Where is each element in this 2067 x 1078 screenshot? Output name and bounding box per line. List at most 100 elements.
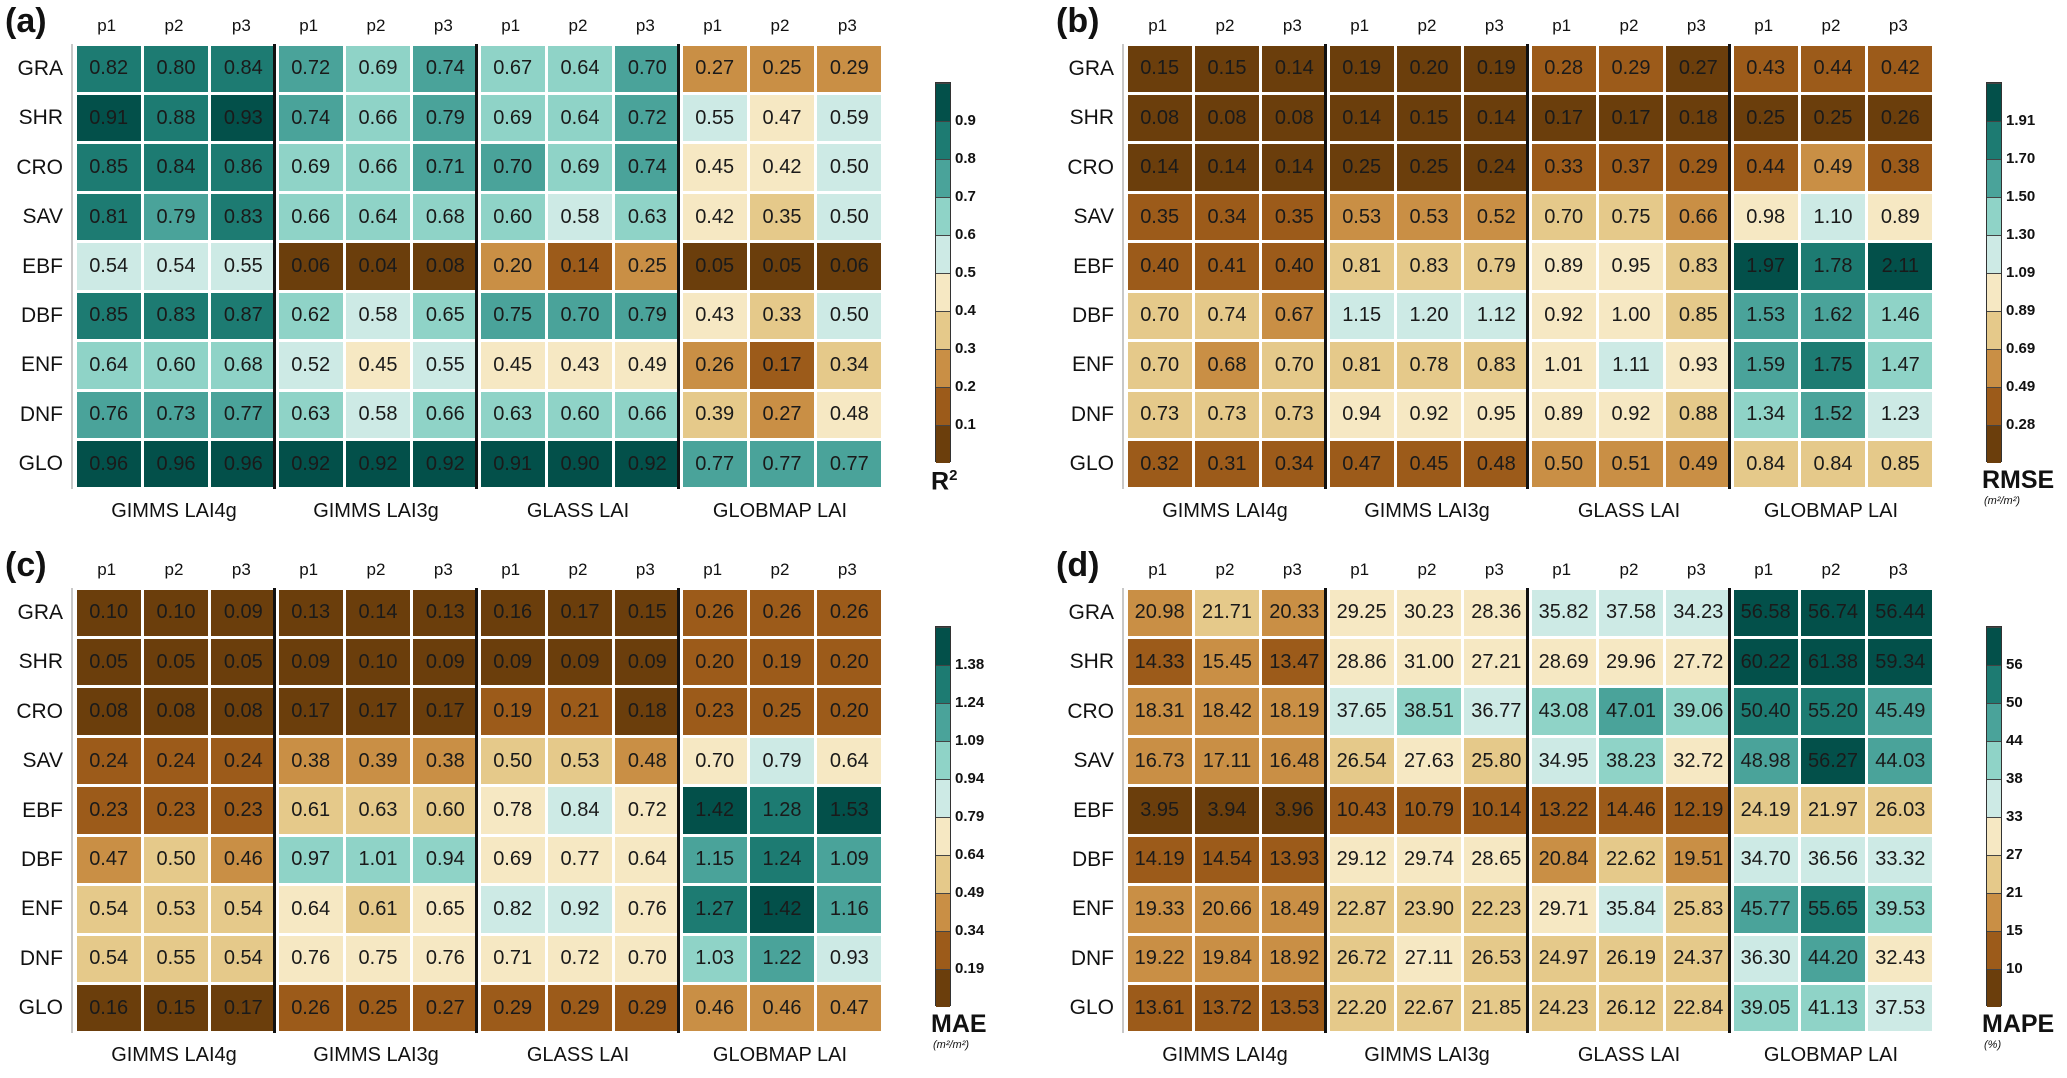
- heatmap-cell: 0.84: [1800, 441, 1866, 488]
- heatmap-cell: 0.18: [615, 688, 680, 735]
- heatmap-cell: 0.25: [1733, 94, 1798, 142]
- heatmap-cell: 0.17: [1598, 94, 1664, 142]
- heatmap-cell: 59.34: [1868, 638, 1933, 686]
- heatmap-cell: 19.22: [1127, 935, 1192, 983]
- column-header: p3: [433, 560, 453, 579]
- row-label: ENF: [21, 897, 63, 921]
- column-header: p3: [433, 16, 453, 35]
- heatmap-cell: 60.22: [1733, 638, 1798, 686]
- row-label: EBF: [1073, 798, 1114, 822]
- heatmap-cell: 0.48: [817, 391, 882, 439]
- colorbar-bin: [1987, 83, 2001, 121]
- heatmap-cell: 22.20: [1329, 985, 1394, 1032]
- heatmap-cell: 0.09: [278, 638, 343, 686]
- heatmap-cell: 0.58: [345, 292, 411, 340]
- heatmap-cell: 0.66: [413, 391, 478, 439]
- heatmap-cell: 0.41: [1194, 243, 1260, 290]
- colorbar-tick-label: 0.6: [955, 226, 976, 243]
- heatmap-cell: 3.95: [1127, 787, 1192, 834]
- heatmap-cell: 0.63: [480, 391, 545, 439]
- heatmap-cell: 19.51: [1666, 836, 1731, 884]
- heatmap-cell: 1.22: [749, 935, 815, 983]
- colorbar-bin: [1987, 273, 2001, 311]
- heatmap-cell: 0.26: [682, 589, 747, 636]
- heatmap-cell: 0.27: [749, 391, 815, 439]
- colorbar-tick-label: 0.2: [955, 378, 976, 395]
- heatmap-cell: 0.88: [1666, 391, 1731, 439]
- heatmap-cell: 1.27: [682, 886, 747, 933]
- group-divider: [677, 588, 680, 1033]
- heatmap-cell: 24.37: [1666, 935, 1731, 983]
- colorbar: [935, 626, 951, 1007]
- heatmap-cell: 0.84: [1733, 441, 1798, 488]
- heatmap-cell: 0.46: [682, 985, 747, 1032]
- heatmap-cell: 0.50: [817, 193, 882, 241]
- colorbar-bin: [936, 665, 950, 703]
- heatmap-cell: 0.64: [547, 45, 613, 92]
- heatmap-cell: 0.08: [413, 243, 478, 290]
- heatmap-cell: 0.14: [1329, 94, 1394, 142]
- heatmap-cell: 13.47: [1262, 638, 1327, 686]
- panel-label: (a): [5, 2, 47, 40]
- heatmap-cell: 0.70: [682, 737, 747, 785]
- colorbar-tick-label: 0.49: [955, 884, 985, 901]
- group-label: GLOBMAP LAI: [1763, 1044, 1899, 1066]
- group-divider: [1526, 44, 1529, 489]
- heatmap-cell: 0.35: [749, 193, 815, 241]
- heatmap-cell: 0.87: [211, 292, 276, 340]
- heatmap-cell: 1.62: [1800, 292, 1866, 340]
- heatmap-cell: 25.80: [1464, 737, 1529, 785]
- colorbar-tick-label: 0.3: [955, 340, 976, 357]
- column-header: p3: [635, 16, 655, 35]
- heatmap-cell: 0.24: [143, 737, 209, 785]
- heatmap-cell: 0.13: [413, 589, 478, 636]
- column-header: p3: [837, 16, 857, 35]
- heatmap-cell: 0.69: [547, 144, 613, 191]
- colorbar-bin: [936, 349, 950, 387]
- heatmap-cell: 0.16: [480, 589, 545, 636]
- row-label: EBF: [22, 254, 63, 278]
- heatmap-cell: 0.60: [480, 193, 545, 241]
- heatmap-cell: 0.08: [143, 688, 209, 735]
- colorbar-bin: [1987, 817, 2001, 855]
- colorbar-bin: [936, 273, 950, 311]
- heatmap-cell: 13.61: [1127, 985, 1192, 1032]
- colorbar-tick-label: 10: [2006, 960, 2023, 977]
- heatmap-cell: 18.42: [1194, 688, 1260, 735]
- heatmap-cell: 0.84: [211, 45, 276, 92]
- heatmap-cell: 0.63: [615, 193, 680, 241]
- heatmap-cell: 0.77: [547, 836, 613, 884]
- heatmap-cell: 47.01: [1598, 688, 1664, 735]
- heatmap-cell: 0.47: [817, 985, 882, 1032]
- heatmap-cell: 0.14: [1464, 94, 1529, 142]
- heatmap-cell: 0.72: [615, 94, 680, 142]
- colorbar-tick-label: 0.9: [955, 112, 976, 129]
- row-label: SHR: [1069, 650, 1114, 674]
- heatmap-cell: 0.10: [143, 589, 209, 636]
- colorbar-tick-label: 0.34: [955, 922, 985, 939]
- heatmap-cell: 16.48: [1262, 737, 1327, 785]
- heatmap-cell: 0.24: [211, 737, 276, 785]
- heatmap-cell: 0.63: [278, 391, 343, 439]
- colorbar-bin: [1987, 349, 2001, 387]
- row-label: SAV: [1073, 205, 1114, 229]
- group-label: GLOBMAP LAI: [1763, 500, 1899, 522]
- group-divider: [475, 588, 478, 1033]
- heatmap-cell: 17.11: [1194, 737, 1260, 785]
- heatmap-cell: 1.01: [1531, 342, 1596, 389]
- heatmap-cell: 0.13: [278, 589, 343, 636]
- colorbar-tick-label: 0.4: [955, 302, 976, 319]
- heatmap-cell: 0.79: [413, 94, 478, 142]
- heatmap-cell: 0.73: [1194, 391, 1260, 439]
- heatmap-cell: 0.39: [345, 737, 411, 785]
- group-label: GIMMS LAI4g: [1162, 500, 1288, 522]
- heatmap-cell: 0.31: [1194, 441, 1260, 488]
- heatmap-cell: 43.08: [1531, 688, 1596, 735]
- row-label: EBF: [22, 798, 63, 822]
- colorbar-unit: (m²/m²): [1984, 495, 2021, 507]
- heatmap-cell: 0.26: [1868, 94, 1933, 142]
- heatmap-cell: 21.97: [1800, 787, 1866, 834]
- heatmap-cell: 0.94: [1329, 391, 1394, 439]
- heatmap-cell: 0.66: [278, 193, 343, 241]
- heatmap-cell: 0.83: [143, 292, 209, 340]
